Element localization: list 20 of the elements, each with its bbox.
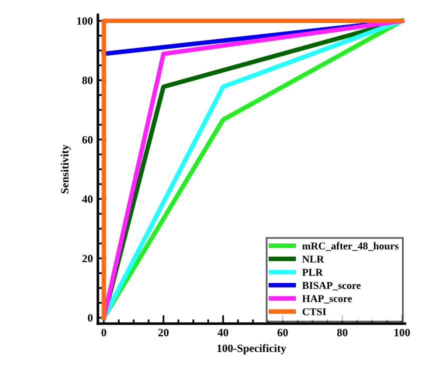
y-tick-label: 20 [82,254,93,262]
x-tick-label: 0 [102,328,106,336]
y-tick-label: 60 [82,136,93,144]
x-tick-label: 100 [394,328,410,336]
x-tick-label: 60 [278,328,288,336]
legend-label: HAP_score [302,295,352,304]
legend-label: mRC_after_48_hours [302,242,398,251]
y-tick-label: 100 [77,17,93,25]
x-tick-label: 80 [337,328,348,336]
legend-label: PLR [302,268,323,276]
legend-label: BISAP_score [302,282,361,290]
x-axis-title: 100-Specificity [217,344,286,354]
y-tick-label: 80 [82,76,93,84]
y-tick-label: 40 [82,195,93,203]
x-tick-label: 20 [158,328,169,336]
y-axis-title: Sensitivity [60,144,71,194]
legend-label: NLR [302,256,324,263]
x-tick-label: 40 [218,328,228,336]
legend-label: CTSI [302,308,326,316]
y-tick-label: 0 [88,314,93,322]
